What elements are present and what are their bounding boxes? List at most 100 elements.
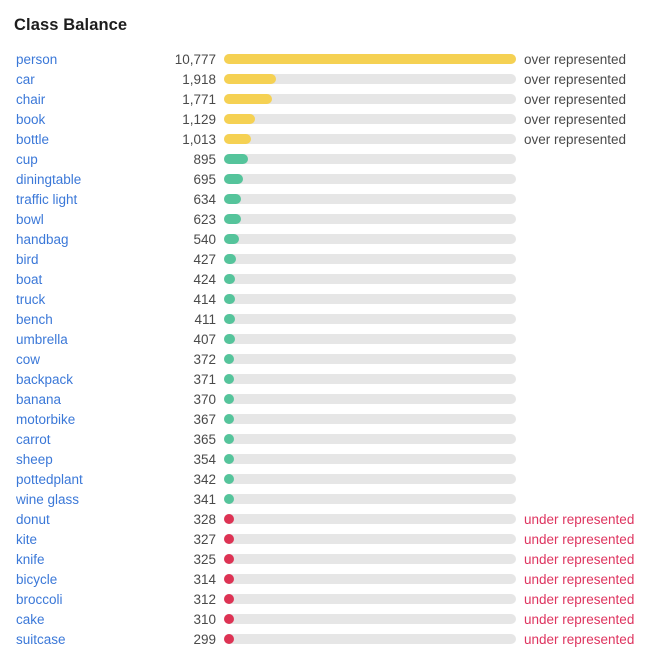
table-row: chair 1,771 over represented: [0, 89, 668, 109]
bar-track: [224, 174, 516, 184]
class-name-link[interactable]: bird: [16, 251, 39, 267]
table-row: motorbike 367: [0, 409, 668, 429]
class-name-link[interactable]: handbag: [16, 231, 69, 247]
class-count: 1,013: [182, 131, 216, 147]
class-count: 371: [193, 371, 216, 387]
class-name-link[interactable]: book: [16, 111, 46, 127]
class-name-link[interactable]: traffic light: [16, 191, 78, 207]
class-name-link[interactable]: suitcase: [16, 631, 66, 647]
bar-fill: [224, 634, 234, 644]
class-name-link[interactable]: boat: [16, 271, 43, 287]
table-row: bench 411: [0, 309, 668, 329]
bar-fill: [224, 374, 234, 384]
bar-track: [224, 394, 516, 404]
class-name-link[interactable]: diningtable: [16, 171, 82, 187]
bar-track: [224, 434, 516, 444]
class-count: 314: [193, 571, 216, 587]
status-badge: under represented: [524, 591, 635, 607]
class-name-link[interactable]: car: [16, 71, 35, 87]
class-count: 895: [193, 151, 216, 167]
class-count: 407: [193, 331, 216, 347]
table-row: diningtable 695: [0, 169, 668, 189]
class-count: 365: [193, 431, 216, 447]
bar-fill: [224, 114, 255, 124]
table-row: cow 372: [0, 349, 668, 369]
table-row: donut 328 under represented: [0, 509, 668, 529]
bar-track: [224, 194, 516, 204]
class-name-link[interactable]: banana: [16, 391, 62, 407]
class-count: 310: [193, 611, 216, 627]
bar-track: [224, 234, 516, 244]
bar-fill: [224, 554, 234, 564]
class-count: 1,918: [182, 71, 216, 87]
class-name-link[interactable]: person: [16, 51, 58, 67]
status-badge: under represented: [524, 631, 635, 647]
bar-track: [224, 274, 516, 284]
bar-track: [224, 554, 516, 564]
bar-fill: [224, 134, 251, 144]
bar-fill: [224, 94, 272, 104]
class-name-link[interactable]: pottedplant: [16, 471, 83, 487]
class-name-link[interactable]: cup: [16, 151, 38, 167]
table-row: cake 310 under represented: [0, 609, 668, 629]
bar-fill: [224, 334, 235, 344]
bar-track: [224, 414, 516, 424]
table-row: boat 424: [0, 269, 668, 289]
bar-track: [224, 334, 516, 344]
class-name-link[interactable]: sheep: [16, 451, 53, 467]
bar-fill: [224, 514, 234, 524]
class-count: 424: [193, 271, 216, 287]
bar-fill: [224, 74, 276, 84]
bar-fill: [224, 294, 235, 304]
bar-track: [224, 454, 516, 464]
bar-fill: [224, 314, 235, 324]
class-count: 414: [193, 291, 216, 307]
bar-track: [224, 574, 516, 584]
table-row: pottedplant 342: [0, 469, 668, 489]
bar-track: [224, 594, 516, 604]
class-name-link[interactable]: carrot: [16, 431, 51, 447]
class-count: 623: [193, 211, 216, 227]
class-name-link[interactable]: broccoli: [16, 591, 63, 607]
class-name-link[interactable]: cow: [16, 351, 41, 367]
class-count: 540: [193, 231, 216, 247]
bar-track: [224, 94, 516, 104]
bar-track: [224, 54, 516, 64]
class-name-link[interactable]: backpack: [16, 371, 74, 387]
bar-fill: [224, 274, 235, 284]
bar-fill: [224, 534, 234, 544]
bar-fill: [224, 254, 236, 264]
bar-fill: [224, 54, 516, 64]
table-row: truck 414: [0, 289, 668, 309]
class-name-link[interactable]: knife: [16, 551, 45, 567]
class-balance-list: person 10,777 over represented car 1,918…: [0, 49, 668, 649]
class-name-link[interactable]: umbrella: [16, 331, 68, 347]
class-name-link[interactable]: bottle: [16, 131, 50, 147]
class-name-link[interactable]: bowl: [16, 211, 44, 227]
bar-track: [224, 474, 516, 484]
status-badge: under represented: [524, 611, 635, 627]
class-name-link[interactable]: cake: [16, 611, 45, 627]
bar-fill: [224, 234, 239, 244]
bar-fill: [224, 394, 234, 404]
bar-track: [224, 634, 516, 644]
class-count: 370: [193, 391, 216, 407]
class-name-link[interactable]: bicycle: [16, 571, 58, 587]
class-count: 325: [193, 551, 216, 567]
class-name-link[interactable]: truck: [16, 291, 46, 307]
bar-track: [224, 534, 516, 544]
bar-track: [224, 374, 516, 384]
class-count: 695: [193, 171, 216, 187]
table-row: book 1,129 over represented: [0, 109, 668, 129]
class-name-link[interactable]: motorbike: [16, 411, 76, 427]
bar-track: [224, 214, 516, 224]
class-name-link[interactable]: bench: [16, 311, 53, 327]
class-name-link[interactable]: kite: [16, 531, 38, 547]
class-name-link[interactable]: wine glass: [16, 491, 80, 507]
class-count: 411: [194, 311, 216, 327]
class-count: 367: [193, 411, 216, 427]
table-row: bottle 1,013 over represented: [0, 129, 668, 149]
table-row: sheep 354: [0, 449, 668, 469]
class-name-link[interactable]: chair: [16, 91, 46, 107]
class-name-link[interactable]: donut: [16, 511, 50, 527]
